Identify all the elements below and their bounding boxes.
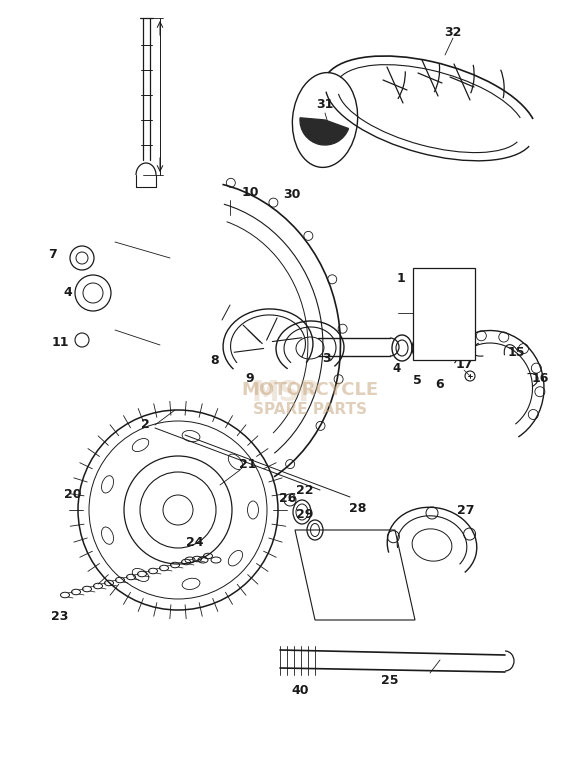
Text: 8: 8 [211, 354, 219, 367]
Text: 24: 24 [186, 537, 204, 550]
Text: SPARE PARTS: SPARE PARTS [253, 402, 367, 417]
Text: 2: 2 [141, 418, 149, 432]
Text: 40: 40 [291, 684, 309, 697]
Text: 10: 10 [241, 187, 259, 200]
Text: 30: 30 [437, 343, 451, 353]
Text: 25: 25 [381, 673, 399, 686]
Text: 3: 3 [323, 351, 332, 364]
Text: 31: 31 [316, 99, 334, 112]
Text: 21: 21 [239, 458, 257, 471]
Text: 9: 9 [246, 371, 254, 385]
Text: 7: 7 [49, 247, 57, 260]
Text: 1: 1 [397, 272, 406, 285]
Text: 16: 16 [531, 371, 549, 385]
Text: 2: 2 [440, 273, 448, 283]
Text: 4: 4 [393, 361, 401, 374]
Text: 8: 8 [440, 287, 448, 297]
Text: 11: 11 [437, 329, 451, 339]
Text: 6: 6 [436, 379, 444, 392]
Text: MSP: MSP [251, 379, 319, 407]
Text: 20: 20 [65, 489, 82, 502]
Text: 9: 9 [440, 301, 448, 311]
Text: 15: 15 [507, 347, 525, 360]
Text: 10: 10 [437, 315, 451, 325]
Text: 28: 28 [350, 502, 367, 515]
Text: 11: 11 [51, 335, 69, 348]
Text: 23: 23 [51, 609, 68, 622]
Text: 26: 26 [279, 492, 297, 505]
Text: MOTORCYCLE: MOTORCYCLE [241, 381, 379, 399]
Text: 29: 29 [296, 509, 314, 521]
Text: 32: 32 [444, 26, 462, 39]
Text: 30: 30 [283, 188, 301, 201]
Text: 27: 27 [457, 503, 475, 517]
Text: 4: 4 [63, 286, 72, 300]
Text: 17: 17 [455, 358, 473, 371]
Text: 22: 22 [296, 483, 314, 496]
Bar [413, 268, 475, 360]
Wedge shape [300, 118, 348, 145]
Text: 5: 5 [413, 373, 421, 386]
